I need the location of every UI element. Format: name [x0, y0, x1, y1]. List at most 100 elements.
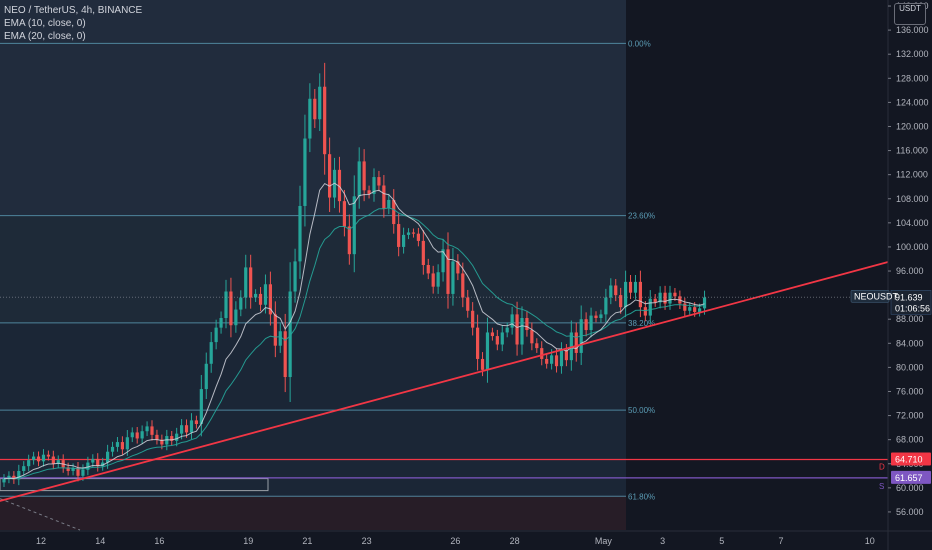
candle-body — [41, 454, 46, 462]
candle-body — [490, 332, 494, 337]
candle-body — [140, 431, 144, 439]
candle-body — [56, 460, 60, 464]
time-tick-label: 23 — [362, 536, 372, 546]
price-tick-label: 112.000 — [896, 170, 928, 180]
candle-body — [648, 298, 652, 316]
candle-body — [702, 297, 707, 309]
candle-body — [485, 332, 490, 370]
candle-body — [125, 437, 129, 450]
candle-body — [204, 363, 208, 390]
candle-body — [609, 285, 613, 298]
symbol-tag-bg — [850, 290, 890, 303]
candle-body — [22, 466, 26, 471]
candle-body — [298, 205, 302, 262]
symbol-tag: NEOUSDT — [854, 291, 899, 301]
fib-zone-236 — [0, 215, 626, 323]
candle-body — [451, 261, 455, 294]
candle-body — [594, 315, 598, 318]
candle-body — [643, 307, 647, 316]
time-tick-label: 21 — [302, 536, 312, 546]
candle-body — [219, 318, 223, 328]
candle-body — [342, 201, 346, 227]
candle-body — [194, 420, 198, 424]
price-tick-label: 124.000 — [896, 97, 929, 107]
candle-body — [589, 315, 593, 331]
candle-body — [377, 177, 381, 186]
candle-body — [436, 272, 440, 287]
candle-body — [673, 292, 677, 297]
candle-body — [663, 292, 667, 304]
candle-body — [199, 389, 203, 424]
candle-body — [115, 442, 120, 447]
candle-body — [446, 249, 450, 294]
candle-body — [224, 291, 228, 318]
candle-body — [619, 295, 623, 308]
time-tick-label: 26 — [450, 536, 460, 546]
candle-body — [2, 478, 6, 483]
candle-body — [288, 291, 292, 378]
candle-body — [382, 185, 386, 209]
candle-body — [278, 331, 282, 346]
candle-body — [387, 199, 391, 209]
candle-body — [209, 342, 213, 364]
price-tick-label: 108.000 — [896, 194, 929, 204]
time-tick-label: 28 — [510, 536, 520, 546]
candle-body — [303, 138, 307, 206]
candle-body — [76, 467, 80, 476]
candle-body — [229, 291, 233, 326]
candle-body — [599, 314, 603, 318]
candle-body — [214, 327, 218, 343]
fib-label: 23.60% — [628, 212, 655, 221]
candle-body — [184, 425, 189, 433]
candle-body — [668, 292, 672, 304]
currency-label[interactable]: USDT — [894, 3, 926, 25]
candle-body — [421, 240, 425, 265]
candle-body — [328, 154, 332, 198]
candle-body — [441, 249, 445, 273]
legend-ema20[interactable]: EMA (20, close, 0) — [4, 31, 86, 42]
candle-body — [471, 310, 475, 328]
candle-body — [406, 232, 411, 235]
fib-label: 0.00% — [628, 39, 651, 48]
currency-text: USDT — [899, 4, 921, 13]
countdown-tag: 01:06:56 — [895, 303, 930, 313]
candle-body — [106, 451, 110, 463]
price-tick-label: 84.000 — [896, 338, 924, 348]
fib-zone-0 — [0, 0, 626, 216]
time-tick-label: 19 — [243, 536, 253, 546]
tag-s-level: 61.657 — [895, 473, 923, 483]
candle-body — [268, 284, 272, 315]
candle-body — [160, 439, 164, 445]
time-tick-label: May — [595, 536, 613, 546]
price-tick-label: 116.000 — [896, 146, 928, 156]
candle-body — [633, 281, 638, 293]
legend-symbol[interactable]: NEO / TetherUS, 4h, BINANCE — [4, 5, 143, 16]
candle-body — [258, 293, 263, 305]
candle-body — [540, 348, 544, 359]
candle-body — [155, 434, 159, 440]
legend-ema10[interactable]: EMA (10, close, 0) — [4, 18, 86, 29]
price-tick-label: 72.000 — [896, 411, 924, 421]
candle-body — [175, 433, 179, 441]
price-tick-label: 100.000 — [896, 242, 929, 252]
candle-body — [535, 343, 539, 349]
candle-body — [86, 462, 90, 470]
candle-body — [638, 281, 642, 308]
candle-body — [367, 190, 371, 194]
candle-body — [614, 285, 618, 296]
candle-body — [693, 307, 697, 312]
candle-body — [110, 446, 115, 452]
trendline — [0, 261, 889, 502]
candles — [2, 62, 707, 487]
support-zone-box — [0, 478, 269, 492]
candle-body — [337, 169, 342, 202]
candle-body — [313, 98, 317, 120]
candle-body — [476, 327, 480, 359]
candle-body — [96, 458, 100, 467]
candle-body — [273, 314, 277, 346]
candle-body — [530, 330, 534, 344]
candle-body — [698, 308, 702, 312]
candle-body — [130, 432, 134, 438]
